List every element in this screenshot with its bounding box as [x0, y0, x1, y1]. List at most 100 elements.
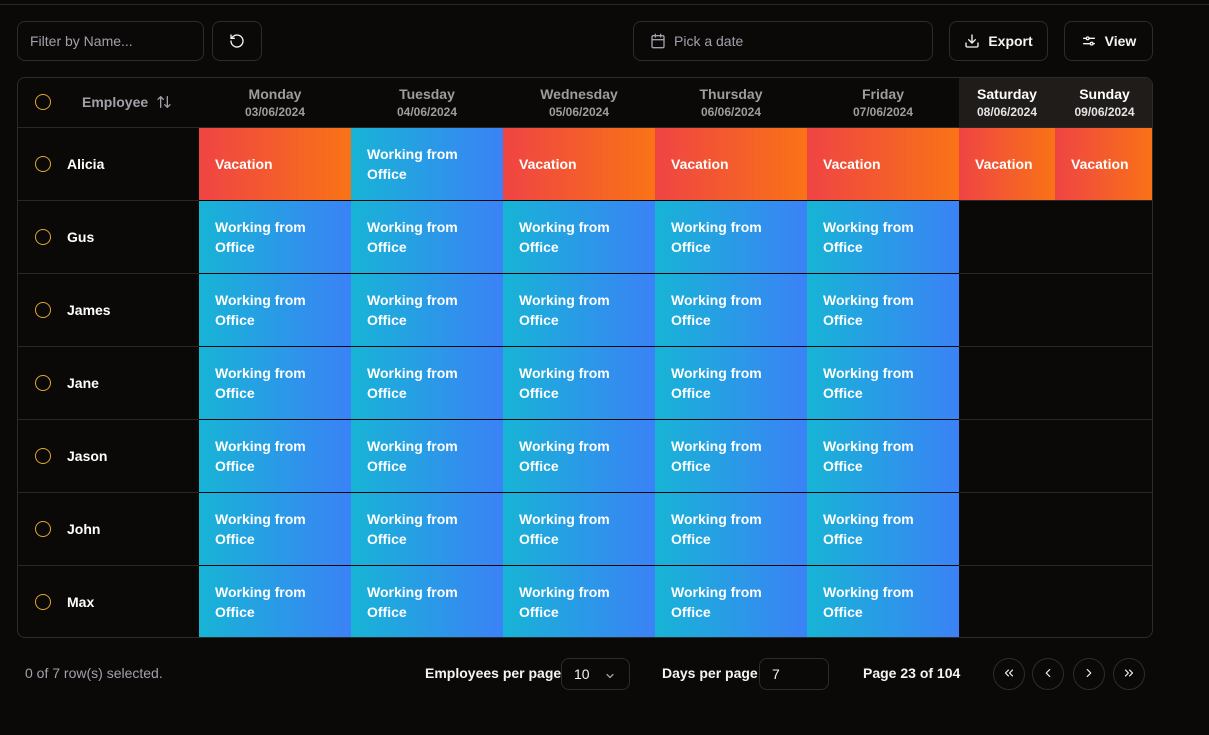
day-header-saturday: Saturday 08/06/2024 — [959, 78, 1055, 128]
status-cell-vacation[interactable]: Vacation — [199, 127, 351, 200]
sliders-icon — [1081, 33, 1097, 49]
status-cell-empty[interactable] — [1055, 345, 1152, 419]
status-cell-vacation[interactable]: Vacation — [655, 127, 807, 200]
day-name: Saturday — [977, 85, 1037, 102]
status-cell-vacation[interactable]: Vacation — [1055, 127, 1152, 200]
status-cell-office[interactable]: Working from Office — [503, 491, 655, 565]
day-date: 06/06/2024 — [700, 104, 762, 119]
status-cell-office[interactable]: Working from Office — [199, 199, 351, 273]
day-header-tuesday: Tuesday 04/06/2024 — [351, 78, 503, 128]
chevrons-right-icon — [1122, 666, 1136, 683]
table-row[interactable]: Jason Working from Office Working from Off… — [18, 418, 1152, 492]
status-cell-office[interactable]: Working from Office — [655, 491, 807, 565]
table-row[interactable]: Gus Working from Office Working from Offic… — [18, 199, 1152, 273]
status-cell-empty[interactable] — [1055, 564, 1152, 637]
employees-per-page-label: Employees per page — [425, 665, 562, 681]
status-cell-office[interactable]: Working from Office — [503, 345, 655, 419]
day-header-thursday: Thursday 06/06/2024 — [655, 78, 807, 128]
status-cell-vacation[interactable]: Vacation — [503, 127, 655, 200]
status-cell-office[interactable]: Working from Office — [655, 345, 807, 419]
view-button[interactable]: View — [1064, 21, 1153, 61]
date-picker-button[interactable]: Pick a date — [633, 21, 933, 61]
status-cell-empty[interactable] — [959, 345, 1055, 419]
status-cell-office[interactable]: Working from Office — [199, 272, 351, 346]
status-cell-empty[interactable] — [1055, 491, 1152, 565]
status-cell-office[interactable]: Working from Office — [199, 564, 351, 637]
day-date: 08/06/2024 — [976, 104, 1038, 119]
status-cell-empty[interactable] — [959, 491, 1055, 565]
status-cell-office[interactable]: Working from Office — [655, 564, 807, 637]
row-select-checkbox[interactable] — [35, 593, 51, 610]
employee-cell: John — [18, 491, 199, 565]
status-cell-office[interactable]: Working from Office — [199, 491, 351, 565]
first-page-button[interactable] — [993, 658, 1025, 690]
reset-button[interactable] — [212, 21, 262, 61]
day-header-friday: Friday 07/06/2024 — [807, 78, 959, 128]
row-select-checkbox[interactable] — [35, 155, 51, 172]
status-cell-empty[interactable] — [959, 564, 1055, 637]
export-button[interactable]: Export — [949, 21, 1048, 61]
day-date: 04/06/2024 — [396, 104, 458, 119]
table-row[interactable]: Max Working from Office Working from Offic… — [18, 564, 1152, 637]
status-cell-office[interactable]: Working from Office — [807, 272, 959, 346]
table-row[interactable]: Jane Working from Office Working from Offi… — [18, 345, 1152, 419]
status-cell-office[interactable]: Working from Office — [655, 418, 807, 492]
status-cell-office[interactable]: Working from Office — [351, 345, 503, 419]
view-label: View — [1104, 33, 1137, 49]
day-name: Wednesday — [540, 85, 618, 102]
status-cell-office[interactable]: Working from Office — [351, 564, 503, 637]
table-row[interactable]: Alicia Vacation Working from Office Vacatio… — [18, 127, 1152, 200]
toolbar: Pick a date Export View — [17, 21, 1153, 61]
status-cell-office[interactable]: Working from Office — [655, 199, 807, 273]
status-cell-office[interactable]: Working from Office — [807, 345, 959, 419]
day-header-sunday: Sunday 09/06/2024 — [1055, 78, 1152, 128]
chevron-left-icon — [1041, 666, 1055, 683]
status-cell-vacation[interactable]: Vacation — [959, 127, 1055, 200]
row-select-checkbox[interactable] — [35, 301, 51, 318]
select-all-checkbox[interactable] — [35, 94, 51, 111]
row-select-checkbox[interactable] — [35, 520, 51, 537]
employees-per-page-value: 10 — [574, 666, 590, 682]
status-cell-empty[interactable] — [959, 418, 1055, 492]
status-cell-office[interactable]: Working from Office — [199, 418, 351, 492]
status-cell-empty[interactable] — [1055, 272, 1152, 346]
last-page-button[interactable] — [1113, 658, 1145, 690]
day-header-wednesday: Wednesday 05/06/2024 — [503, 78, 655, 128]
filter-name-input[interactable] — [17, 21, 204, 61]
status-cell-office[interactable]: Working from Office — [503, 418, 655, 492]
reset-icon — [229, 33, 245, 49]
day-name: Sunday — [1079, 85, 1130, 102]
status-cell-empty[interactable] — [1055, 199, 1152, 273]
row-select-checkbox[interactable] — [35, 228, 51, 245]
table-row[interactable]: John Working from Office Working from Offi… — [18, 491, 1152, 565]
next-page-button[interactable] — [1073, 658, 1105, 690]
row-select-checkbox[interactable] — [35, 374, 51, 391]
status-cell-empty[interactable] — [1055, 418, 1152, 492]
status-cell-office[interactable]: Working from Office — [503, 564, 655, 637]
status-cell-office[interactable]: Working from Office — [199, 345, 351, 419]
status-cell-office[interactable]: Working from Office — [351, 127, 503, 200]
employees-per-page-select[interactable]: 10 — [561, 658, 630, 690]
status-cell-office[interactable]: Working from Office — [807, 418, 959, 492]
status-cell-office[interactable]: Working from Office — [351, 272, 503, 346]
status-cell-office[interactable]: Working from Office — [655, 272, 807, 346]
status-cell-office[interactable]: Working from Office — [351, 418, 503, 492]
selection-count: 0 of 7 row(s) selected. — [25, 665, 163, 681]
status-cell-vacation[interactable]: Vacation — [807, 127, 959, 200]
status-cell-office[interactable]: Working from Office — [351, 491, 503, 565]
status-cell-office[interactable]: Working from Office — [351, 199, 503, 273]
days-per-page-input[interactable] — [759, 658, 829, 690]
status-cell-empty[interactable] — [959, 199, 1055, 273]
status-cell-office[interactable]: Working from Office — [807, 564, 959, 637]
status-cell-office[interactable]: Working from Office — [503, 272, 655, 346]
day-name: Monday — [248, 85, 302, 102]
table-row[interactable]: James Working from Office Working from Off… — [18, 272, 1152, 346]
status-cell-empty[interactable] — [959, 272, 1055, 346]
sort-icon[interactable] — [156, 94, 172, 110]
previous-page-button[interactable] — [1032, 658, 1064, 690]
row-select-checkbox[interactable] — [35, 447, 51, 464]
status-cell-office[interactable]: Working from Office — [807, 491, 959, 565]
status-cell-office[interactable]: Working from Office — [503, 199, 655, 273]
day-name: Tuesday — [399, 85, 455, 102]
status-cell-office[interactable]: Working from Office — [807, 199, 959, 273]
